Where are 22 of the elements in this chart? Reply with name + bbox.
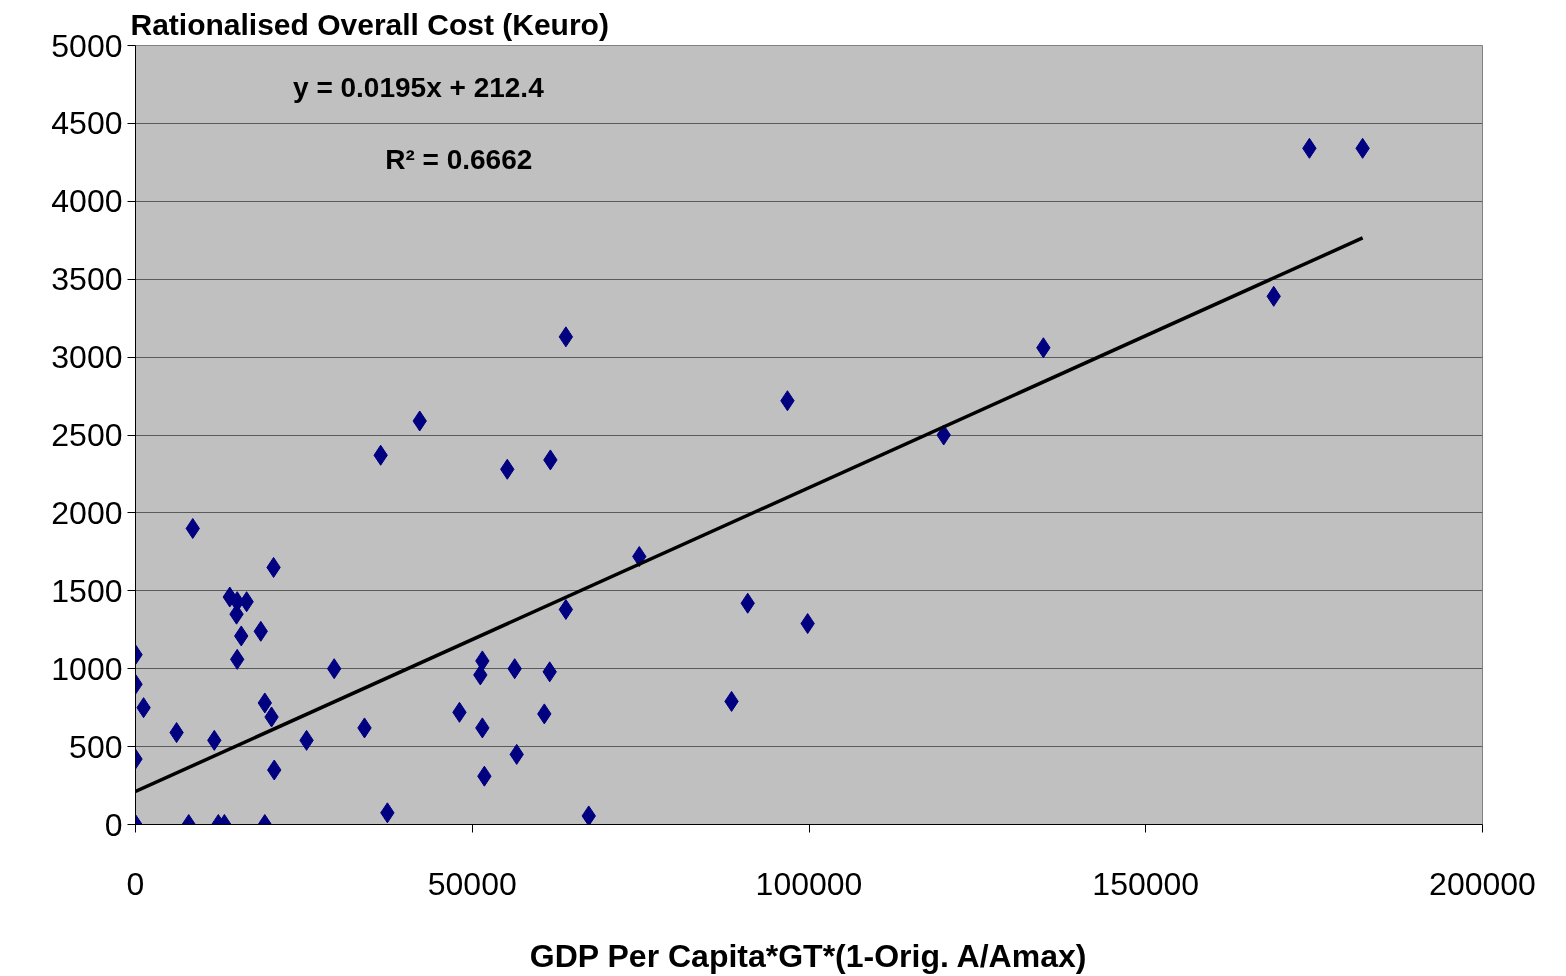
y-tick-label: 1500 [51,572,123,609]
point [558,326,574,348]
y-tick-label: 4000 [51,183,123,220]
point [581,805,596,825]
y-tick-label: 0 [104,806,123,843]
x-tick-label: 50000 [427,865,517,902]
x-axis-title: GDP Per Capita*GT*(1-Orig. A/Amax) [529,937,1087,974]
y-tick-label: 2500 [51,417,123,453]
y-tick-label: 4500 [51,105,123,142]
x-tick-label: 100000 [755,865,863,902]
y-tick-label: 3500 [51,261,123,298]
y-tick-label: 5000 [51,27,123,64]
annotation: R² = 0.6662 [385,143,533,175]
annotation: y = 0.0195x + 212.4 [293,72,545,104]
y-tick-label: 2000 [51,494,123,531]
chart-title: Rationalised Overall Cost (Keuro) [130,7,609,41]
point [558,599,574,620]
y-tick-label: 3000 [51,339,123,376]
x-tick-label: 150000 [1092,865,1200,902]
y-tick-label: 1000 [51,650,123,687]
x-tick-label: 200000 [1429,865,1536,902]
y-tick-label: 500 [69,728,123,765]
